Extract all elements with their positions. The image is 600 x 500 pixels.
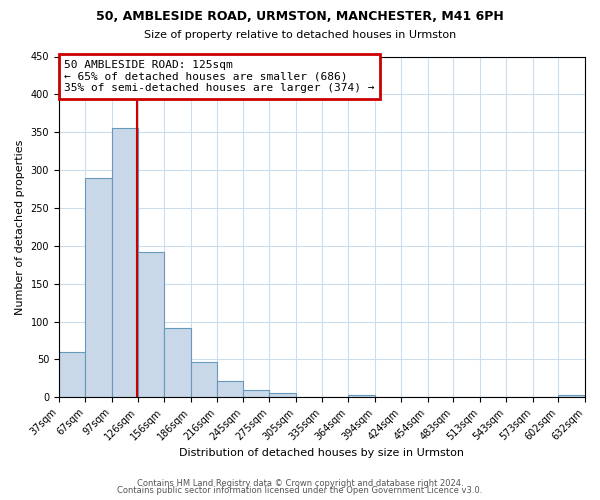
Text: Size of property relative to detached houses in Urmston: Size of property relative to detached ho… [144,30,456,40]
X-axis label: Distribution of detached houses by size in Urmston: Distribution of detached houses by size … [179,448,464,458]
Text: Contains HM Land Registry data © Crown copyright and database right 2024.: Contains HM Land Registry data © Crown c… [137,478,463,488]
Text: 50 AMBLESIDE ROAD: 125sqm
← 65% of detached houses are smaller (686)
35% of semi: 50 AMBLESIDE ROAD: 125sqm ← 65% of detac… [64,60,374,93]
Bar [217,380,243,397]
Text: Contains public sector information licensed under the Open Government Licence v3: Contains public sector information licen… [118,486,482,495]
Bar [164,328,191,397]
Bar [85,178,112,397]
Text: 50, AMBLESIDE ROAD, URMSTON, MANCHESTER, M41 6PH: 50, AMBLESIDE ROAD, URMSTON, MANCHESTER,… [96,10,504,23]
Bar [348,395,374,397]
Bar [269,394,296,397]
Bar [191,362,217,397]
Bar [137,252,164,397]
Bar [559,395,585,397]
Y-axis label: Number of detached properties: Number of detached properties [15,139,25,314]
Bar [243,390,269,397]
Bar [112,128,137,397]
Bar [59,352,85,397]
